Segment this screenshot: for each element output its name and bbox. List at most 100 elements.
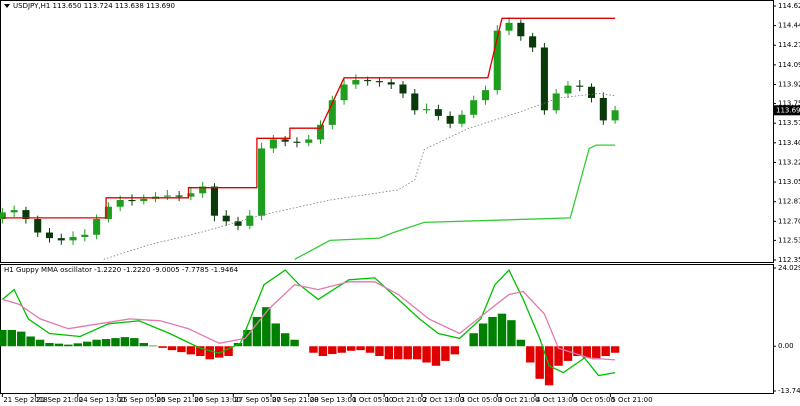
- histogram-bar: [346, 346, 356, 351]
- y-tick-label: 113.400: [778, 139, 800, 147]
- main-panel: [0, 0, 774, 263]
- x-tick-label: 3 Oct 21:00: [498, 396, 539, 404]
- histogram-bar: [318, 346, 328, 357]
- candle-body: [411, 93, 419, 111]
- histogram-bar: [54, 343, 64, 347]
- histogram-bar: [158, 346, 167, 348]
- y-tick-label: 112.530: [778, 236, 800, 244]
- histogram-bar: [507, 320, 516, 347]
- histogram-bar: [535, 346, 544, 379]
- y-tick-label: 114.620: [778, 2, 800, 10]
- candle-body: [470, 100, 478, 115]
- histogram-bar: [120, 337, 130, 347]
- y-tick-label: 114.095: [778, 61, 800, 69]
- candle-body: [505, 22, 513, 31]
- histogram-bar: [130, 338, 139, 347]
- histogram-bar: [186, 346, 196, 355]
- candle-body: [434, 109, 442, 116]
- candle-body: [387, 82, 395, 85]
- candle-body: [258, 148, 266, 216]
- candle-body: [458, 114, 466, 124]
- candle-body: [599, 97, 607, 121]
- candle-body: [69, 237, 77, 241]
- histogram-bar: [478, 323, 488, 347]
- histogram-bar: [262, 307, 271, 347]
- candle-body: [517, 22, 525, 37]
- histogram-bar: [365, 346, 375, 353]
- y-tick-label: 113.225: [778, 158, 800, 166]
- y-tick-label: 0.00: [778, 342, 794, 350]
- candle-body: [140, 198, 148, 202]
- histogram-bar: [64, 344, 73, 347]
- histogram-bar: [516, 339, 526, 347]
- histogram-bar: [412, 346, 422, 360]
- x-tick-label: 24 Sep 13:00: [79, 396, 126, 404]
- candle-body: [116, 200, 124, 207]
- y-tick-label: 112.355: [778, 256, 800, 264]
- histogram-bar: [601, 346, 610, 357]
- candle-body: [481, 90, 490, 101]
- x-tick-label: 26 Sep 13:00: [194, 396, 241, 404]
- y-tick-label: 112.700: [778, 217, 800, 225]
- candle-body: [81, 234, 89, 238]
- candle-body: [57, 238, 65, 241]
- y-tick-label: -13.7457: [778, 387, 800, 395]
- candle-body: [281, 139, 289, 142]
- menu-icon[interactable]: [4, 4, 10, 8]
- candle-body: [611, 110, 619, 121]
- indicator-line: [103, 93, 616, 260]
- indicator-line: [294, 144, 616, 260]
- candle-body: [175, 195, 183, 197]
- main-plot: [0, 17, 619, 260]
- histogram-bar: [450, 346, 460, 355]
- y-tick-label: 24.0296: [778, 264, 800, 272]
- histogram-bar: [563, 346, 573, 361]
- x-tick-label: 27 Sep 05:00: [234, 396, 281, 404]
- candle-body: [305, 139, 313, 143]
- candle-body: [104, 206, 112, 220]
- oscillator-title: H1 Guppy MMA oscillator -1.2220 -1.2220 …: [4, 266, 239, 274]
- chart-title: USDJPY,H1 113.650 113.724 113.638 113.69…: [13, 2, 175, 10]
- x-tick-label: 5 Oct 05:00: [574, 396, 615, 404]
- candle-body: [576, 85, 584, 87]
- histogram-bar: [196, 346, 205, 357]
- indicator-line: [2, 281, 616, 361]
- candle-body: [34, 219, 42, 233]
- candle-body: [316, 124, 325, 140]
- x-tick-label: 27 Sep 21:00: [272, 396, 319, 404]
- last-price-label: 113.690: [776, 106, 800, 114]
- x-tick-label: 1 Oct 21:00: [385, 396, 426, 404]
- histogram-bar: [431, 346, 441, 366]
- candle-body: [399, 84, 407, 94]
- y-tick-label: 113.050: [778, 178, 800, 186]
- histogram-bar: [73, 343, 82, 347]
- last-price-box: [774, 105, 800, 116]
- candle-body: [128, 200, 136, 202]
- histogram-bar: [243, 329, 252, 347]
- x-tick-label: 28 Sep 13:00: [310, 396, 357, 404]
- candle-body: [587, 86, 596, 98]
- histogram-bar: [45, 342, 54, 347]
- y-tick-label: 114.270: [778, 41, 800, 49]
- histogram-bar: [337, 346, 346, 353]
- candle-body: [328, 100, 336, 125]
- candle-body: [540, 47, 548, 111]
- histogram-bar: [252, 316, 262, 347]
- histogram-bar: [610, 346, 620, 353]
- oscillator-plot: [0, 268, 620, 386]
- histogram-bar: [177, 346, 186, 353]
- candle-body: [340, 84, 348, 101]
- histogram-bar: [82, 341, 92, 347]
- candle-body: [210, 186, 218, 216]
- x-tick-label: 21 Sep 2018: [3, 396, 47, 404]
- histogram-bar: [375, 346, 384, 357]
- histogram-bar: [309, 346, 318, 353]
- candle-body: [93, 219, 101, 235]
- candle-body: [493, 30, 501, 91]
- histogram-bar: [280, 333, 290, 347]
- histogram-bar: [469, 333, 478, 347]
- candle-body: [246, 215, 254, 226]
- candle-body: [364, 80, 372, 82]
